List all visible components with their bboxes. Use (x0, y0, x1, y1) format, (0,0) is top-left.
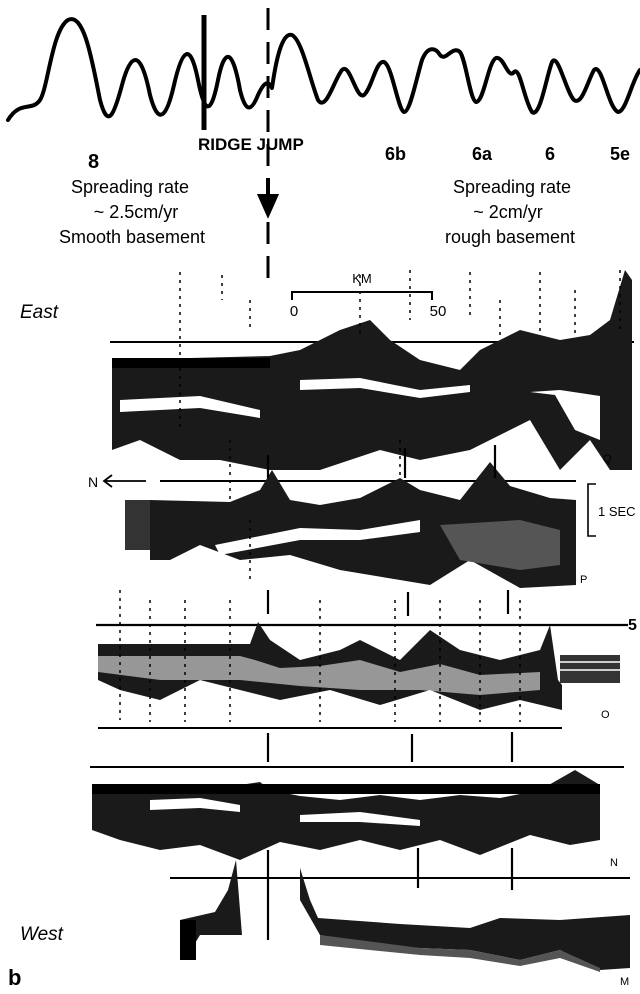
panel-letter: b (8, 965, 21, 990)
anomaly-label-6a: 6a (472, 144, 493, 164)
seismic-profile-n: N (90, 766, 624, 869)
profile-letter-q: Q (603, 453, 612, 465)
seismic-profile-m: M (170, 860, 630, 988)
anomaly-label-ridge-jump: RIDGE JUMP (198, 135, 304, 154)
magnetic-anomaly-curve (6, 17, 640, 122)
profile-letter-n: N (610, 857, 618, 869)
km-scale-bar: KM 0 50 (290, 271, 447, 320)
left-annotation-line2: ~ 2.5cm/yr (94, 202, 179, 222)
time-scale-bracket: 1 SEC (587, 483, 636, 537)
km-scale-unit: KM (352, 271, 372, 286)
km-scale-start: 0 (290, 303, 298, 320)
correlation-tick-lines (266, 445, 514, 940)
right-annotation-line2: ~ 2cm/yr (473, 202, 543, 222)
left-annotation-line1: Spreading rate (71, 177, 189, 197)
left-annotation-line3: Smooth basement (59, 227, 205, 247)
west-label: West (20, 924, 64, 945)
anomaly-label-6b: 6b (385, 144, 406, 164)
profile-letter-o: O (601, 709, 610, 721)
seismic-profile-q: Q (110, 270, 634, 470)
km-scale-end: 50 (430, 303, 447, 320)
east-label: East (20, 302, 59, 323)
anomaly-label-6: 6 (545, 144, 555, 164)
north-label: N (88, 474, 98, 490)
seismic-profile-p: P (125, 462, 587, 588)
right-annotation-line3: rough basement (445, 227, 575, 247)
profile-letter-m: M (620, 976, 629, 988)
time-scale-label: 1 SEC (598, 504, 636, 519)
seismic-profile-o: 5 O (96, 617, 637, 729)
anomaly-label-5e: 5e (610, 144, 630, 164)
dotted-trace-lines (119, 270, 621, 722)
anomaly-label-8: 8 (88, 151, 99, 173)
profile-letter-p: P (580, 574, 587, 586)
number-mark-5: 5 (628, 617, 637, 634)
right-annotation-line1: Spreading rate (453, 177, 571, 197)
down-arrow (256, 178, 280, 219)
north-arrow: N (88, 474, 146, 490)
